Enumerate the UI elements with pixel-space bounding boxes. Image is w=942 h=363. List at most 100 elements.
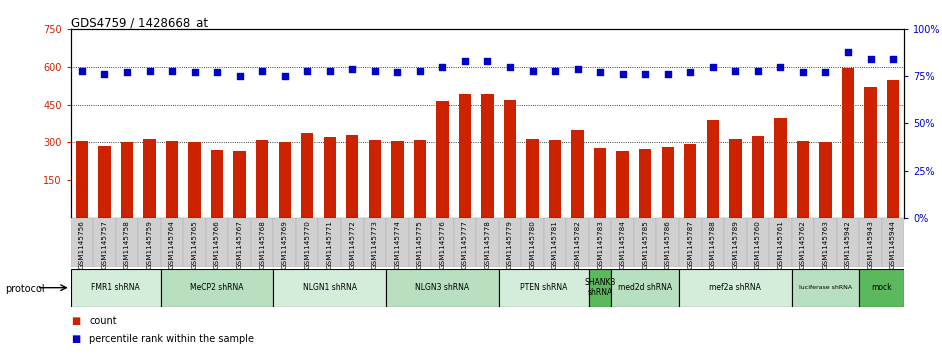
Bar [611,218,634,267]
Bar [184,218,206,267]
Point [74,68,89,73]
Text: GSM1145763: GSM1145763 [822,220,828,269]
Bar [616,151,629,218]
Bar [820,142,832,218]
Bar [386,218,409,267]
Bar [116,218,138,267]
Text: FMR1 shRNA: FMR1 shRNA [91,283,140,292]
Bar [594,148,607,218]
Point [840,49,855,54]
Bar [346,135,359,218]
Bar [589,218,611,267]
Bar [724,218,747,267]
Bar [752,136,764,218]
Text: GSM1145758: GSM1145758 [124,220,130,269]
Text: GSM1145770: GSM1145770 [304,220,310,269]
Bar [211,150,223,218]
Bar [143,139,155,218]
Bar [661,147,674,218]
Bar [256,140,268,218]
Bar [98,146,110,218]
Bar [702,218,724,267]
Text: ■: ■ [71,316,80,326]
Point [638,72,653,77]
Point [345,66,360,72]
Point [390,70,405,76]
Point [863,56,878,62]
Text: GSM1145773: GSM1145773 [372,220,378,269]
Bar [859,218,882,267]
Text: NLGN1 shRNA: NLGN1 shRNA [302,283,357,292]
Text: protocol: protocol [5,284,44,294]
Point [232,73,247,79]
Text: GSM1145759: GSM1145759 [147,220,153,269]
Bar [684,143,696,218]
Point [187,70,203,76]
Point [120,70,135,76]
Bar [549,140,561,218]
Point [277,73,292,79]
Bar [166,141,178,218]
Point [413,68,428,73]
Bar [71,269,161,307]
Text: GSM1145780: GSM1145780 [529,220,536,269]
Bar [729,139,741,218]
Text: PTEN shRNA: PTEN shRNA [520,283,567,292]
Point [254,68,269,73]
Text: GSM1145760: GSM1145760 [755,220,761,269]
Point [165,68,180,73]
Point [479,58,495,64]
Text: mock: mock [871,283,892,292]
Bar [679,269,791,307]
Bar [228,218,251,267]
Text: SHANK3
shRNA: SHANK3 shRNA [584,278,616,297]
Text: GSM1145757: GSM1145757 [102,220,107,269]
Text: ■: ■ [71,334,80,344]
Bar [414,140,426,218]
Text: GSM1145942: GSM1145942 [845,220,851,269]
Point [209,70,224,76]
Point [570,66,585,72]
Point [795,70,810,76]
Bar [234,151,246,218]
Bar [409,218,431,267]
Bar [273,269,386,307]
Point [751,68,766,73]
Bar [814,218,836,267]
Text: MeCP2 shRNA: MeCP2 shRNA [190,283,244,292]
Text: GSM1145761: GSM1145761 [777,220,784,269]
Text: GSM1145764: GSM1145764 [169,220,175,269]
Text: GSM1145769: GSM1145769 [282,220,287,269]
Bar [431,218,454,267]
Text: count: count [89,316,117,326]
Point [458,58,473,64]
Bar [639,148,652,218]
Bar [791,269,859,307]
Bar [71,218,93,267]
Point [502,64,517,70]
Bar [188,142,201,218]
Point [322,68,337,73]
Bar [121,142,133,218]
Text: GSM1145776: GSM1145776 [439,220,446,269]
Text: GSM1145771: GSM1145771 [327,220,333,269]
Bar [859,269,904,307]
Point [435,64,450,70]
Bar [273,218,296,267]
Bar [797,141,809,218]
Text: GSM1145944: GSM1145944 [890,220,896,269]
Text: percentile rank within the sample: percentile rank within the sample [89,334,254,344]
Text: GSM1145766: GSM1145766 [214,220,220,269]
Text: GSM1145775: GSM1145775 [417,220,423,269]
Text: GSM1145778: GSM1145778 [484,220,491,269]
Bar [477,218,498,267]
Text: GSM1145789: GSM1145789 [732,220,739,269]
Bar [544,218,566,267]
Text: GSM1145788: GSM1145788 [710,220,716,269]
Point [615,72,630,77]
Point [97,72,112,77]
Text: GDS4759 / 1428668_at: GDS4759 / 1428668_at [71,16,208,29]
Point [525,68,540,73]
Bar [138,218,161,267]
Text: GSM1145765: GSM1145765 [191,220,198,269]
